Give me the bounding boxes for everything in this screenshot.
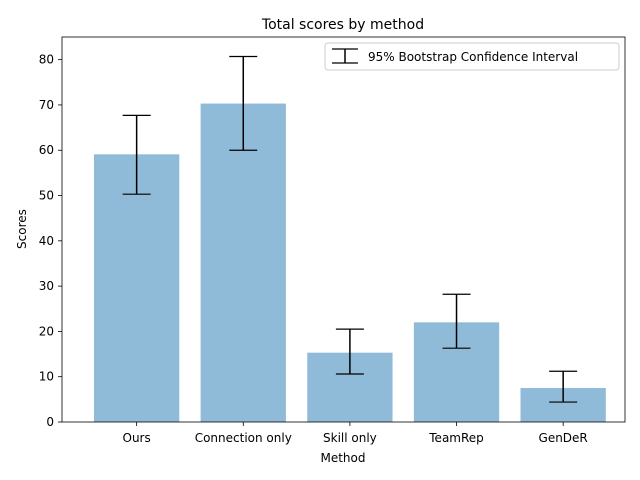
y-tick-label-7: 70 (39, 98, 54, 112)
legend-box (324, 42, 620, 71)
y-axis-label: Scores (15, 209, 29, 249)
y-tick-label-4: 40 (39, 234, 54, 248)
x-axis-ticks: Ours Connection only Skill only TeamRep GenD… (123, 422, 588, 445)
x-tick-label-4: GenDeR (539, 431, 588, 445)
x-tick-label-2: Skill only (323, 431, 377, 445)
x-tick-label-0: Ours (123, 431, 151, 445)
chart-title: Total scores by method (261, 17, 424, 33)
y-tick-label-0: 0 (46, 415, 54, 429)
plot-frame (61, 36, 626, 423)
errorbars-layer (122, 55, 578, 403)
bar-1 (200, 103, 286, 423)
legend-label: 95% Bootstrap Confidence Interval (368, 50, 578, 64)
x-tick-label-1: Connection only (195, 431, 292, 445)
y-tick-label-8: 80 (39, 53, 54, 67)
y-tick-label-3: 30 (39, 279, 54, 293)
y-axis-ticks: 0 10 20 30 40 50 60 70 80 (39, 53, 62, 429)
legend: 95% Bootstrap Confidence Interval (324, 42, 620, 71)
y-tick-label-5: 50 (39, 189, 54, 203)
y-tick-label-1: 10 (39, 370, 54, 384)
bar-0 (93, 154, 180, 422)
y-tick-label-6: 60 (39, 143, 54, 157)
x-axis-label: Method (320, 451, 365, 465)
y-tick-label-2: 20 (39, 324, 54, 338)
x-tick-label-3: TeamRep (428, 431, 484, 445)
